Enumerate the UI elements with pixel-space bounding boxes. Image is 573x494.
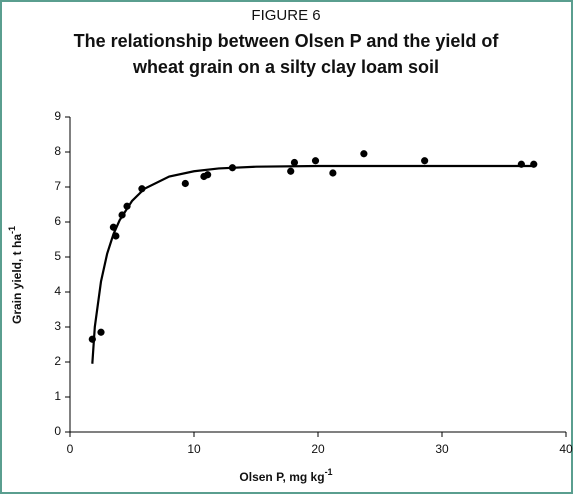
y-tick-label: 3	[54, 319, 61, 333]
data-point	[517, 160, 525, 168]
data-point	[421, 157, 429, 165]
y-tick-label: 5	[54, 249, 61, 263]
x-tick-label: 20	[311, 442, 325, 456]
data-point	[118, 211, 126, 219]
data-point	[123, 202, 131, 210]
data-point	[228, 164, 237, 172]
y-tick-label: 0	[54, 424, 61, 438]
data-point	[181, 179, 189, 188]
data-point	[530, 160, 538, 168]
y-tick-label: 4	[54, 284, 61, 298]
data-point	[360, 150, 368, 158]
chart-title: The relationship between Olsen P and the…	[74, 31, 500, 51]
data-point	[112, 232, 120, 240]
data-point	[329, 169, 337, 177]
data-point	[287, 167, 295, 175]
figure-label: FIGURE 6	[251, 7, 320, 24]
y-tick-label: 8	[54, 144, 61, 158]
y-axis-label: Grain yield, t ha-1	[7, 226, 24, 324]
x-tick-label: 30	[435, 442, 449, 456]
data-point	[290, 158, 299, 167]
y-tick-label: 7	[54, 179, 61, 193]
y-tick-label: 2	[54, 354, 61, 368]
y-tick-label: 9	[54, 109, 61, 123]
x-axis-label: Olsen P, mg kg-1	[239, 467, 332, 484]
x-tick-label: 10	[187, 442, 201, 456]
chart-title: wheat grain on a silty clay loam soil	[132, 57, 439, 77]
data-point	[138, 185, 146, 193]
data-point	[109, 223, 117, 231]
y-tick-label: 1	[54, 389, 61, 403]
data-point	[88, 335, 96, 343]
fitted-curve	[91, 164, 535, 364]
x-tick-label: 40	[559, 442, 573, 456]
x-tick-label: 0	[67, 442, 74, 456]
data-point	[311, 157, 320, 165]
data-point	[97, 328, 105, 336]
data-point	[204, 171, 212, 179]
y-tick-label: 6	[54, 214, 61, 228]
